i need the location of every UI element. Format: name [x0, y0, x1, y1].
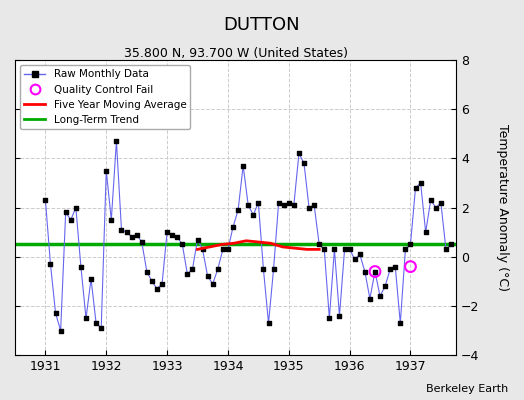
Point: [107, 217, 115, 223]
Point: [345, 246, 354, 252]
Point: [249, 212, 257, 218]
Point: [285, 200, 293, 206]
Point: [341, 246, 349, 252]
Point: [386, 266, 395, 272]
Point: [401, 246, 410, 252]
Point: [351, 256, 359, 262]
Point: [229, 224, 237, 230]
Point: [178, 241, 187, 248]
Point: [264, 320, 272, 326]
Point: [411, 185, 420, 191]
Y-axis label: Temperature Anomaly (°C): Temperature Anomaly (°C): [496, 124, 509, 291]
Point: [92, 320, 100, 326]
Point: [57, 327, 65, 334]
Point: [199, 246, 207, 252]
Point: [320, 246, 329, 252]
Text: Berkeley Earth: Berkeley Earth: [426, 384, 508, 394]
Point: [310, 202, 319, 208]
Point: [406, 241, 414, 248]
Point: [122, 229, 130, 235]
Point: [72, 204, 80, 211]
Point: [127, 234, 136, 240]
Point: [406, 263, 414, 270]
Point: [173, 234, 181, 240]
Point: [183, 271, 192, 277]
Point: [432, 204, 440, 211]
Point: [82, 315, 90, 322]
Point: [137, 239, 146, 245]
Point: [325, 315, 334, 322]
Point: [224, 246, 232, 252]
Point: [290, 202, 298, 208]
Point: [275, 200, 283, 206]
Point: [361, 268, 369, 275]
Point: [391, 263, 399, 270]
Point: [102, 168, 111, 174]
Legend: Raw Monthly Data, Quality Control Fail, Five Year Moving Average, Long-Term Tren: Raw Monthly Data, Quality Control Fail, …: [20, 65, 190, 129]
Point: [193, 236, 202, 243]
Point: [421, 229, 430, 235]
Title: 35.800 N, 93.700 W (United States): 35.800 N, 93.700 W (United States): [124, 47, 347, 60]
Point: [41, 197, 50, 203]
Point: [214, 266, 222, 272]
Point: [87, 276, 95, 282]
Point: [77, 263, 85, 270]
Point: [133, 232, 141, 238]
Point: [427, 197, 435, 203]
Point: [168, 232, 177, 238]
Point: [356, 251, 364, 258]
Point: [117, 226, 126, 233]
Point: [366, 295, 374, 302]
Point: [417, 180, 425, 186]
Point: [219, 246, 227, 252]
Point: [234, 207, 242, 213]
Point: [279, 202, 288, 208]
Point: [305, 204, 313, 211]
Point: [148, 278, 156, 284]
Point: [97, 325, 105, 331]
Point: [442, 246, 450, 252]
Point: [163, 229, 171, 235]
Point: [381, 283, 389, 290]
Text: DUTTON: DUTTON: [224, 16, 300, 34]
Point: [61, 209, 70, 216]
Point: [315, 241, 323, 248]
Point: [188, 266, 196, 272]
Point: [447, 241, 455, 248]
Point: [371, 268, 379, 275]
Point: [46, 261, 54, 267]
Point: [436, 200, 445, 206]
Point: [158, 281, 166, 287]
Point: [153, 286, 161, 292]
Point: [244, 202, 253, 208]
Point: [259, 266, 268, 272]
Point: [51, 310, 60, 316]
Point: [396, 320, 405, 326]
Point: [295, 150, 303, 157]
Point: [376, 293, 384, 299]
Point: [67, 217, 75, 223]
Point: [143, 268, 151, 275]
Point: [269, 266, 278, 272]
Point: [330, 246, 339, 252]
Point: [300, 160, 308, 166]
Point: [112, 138, 121, 144]
Point: [254, 200, 263, 206]
Point: [239, 162, 247, 169]
Point: [335, 312, 344, 319]
Point: [209, 281, 217, 287]
Point: [203, 273, 212, 280]
Point: [371, 268, 379, 275]
